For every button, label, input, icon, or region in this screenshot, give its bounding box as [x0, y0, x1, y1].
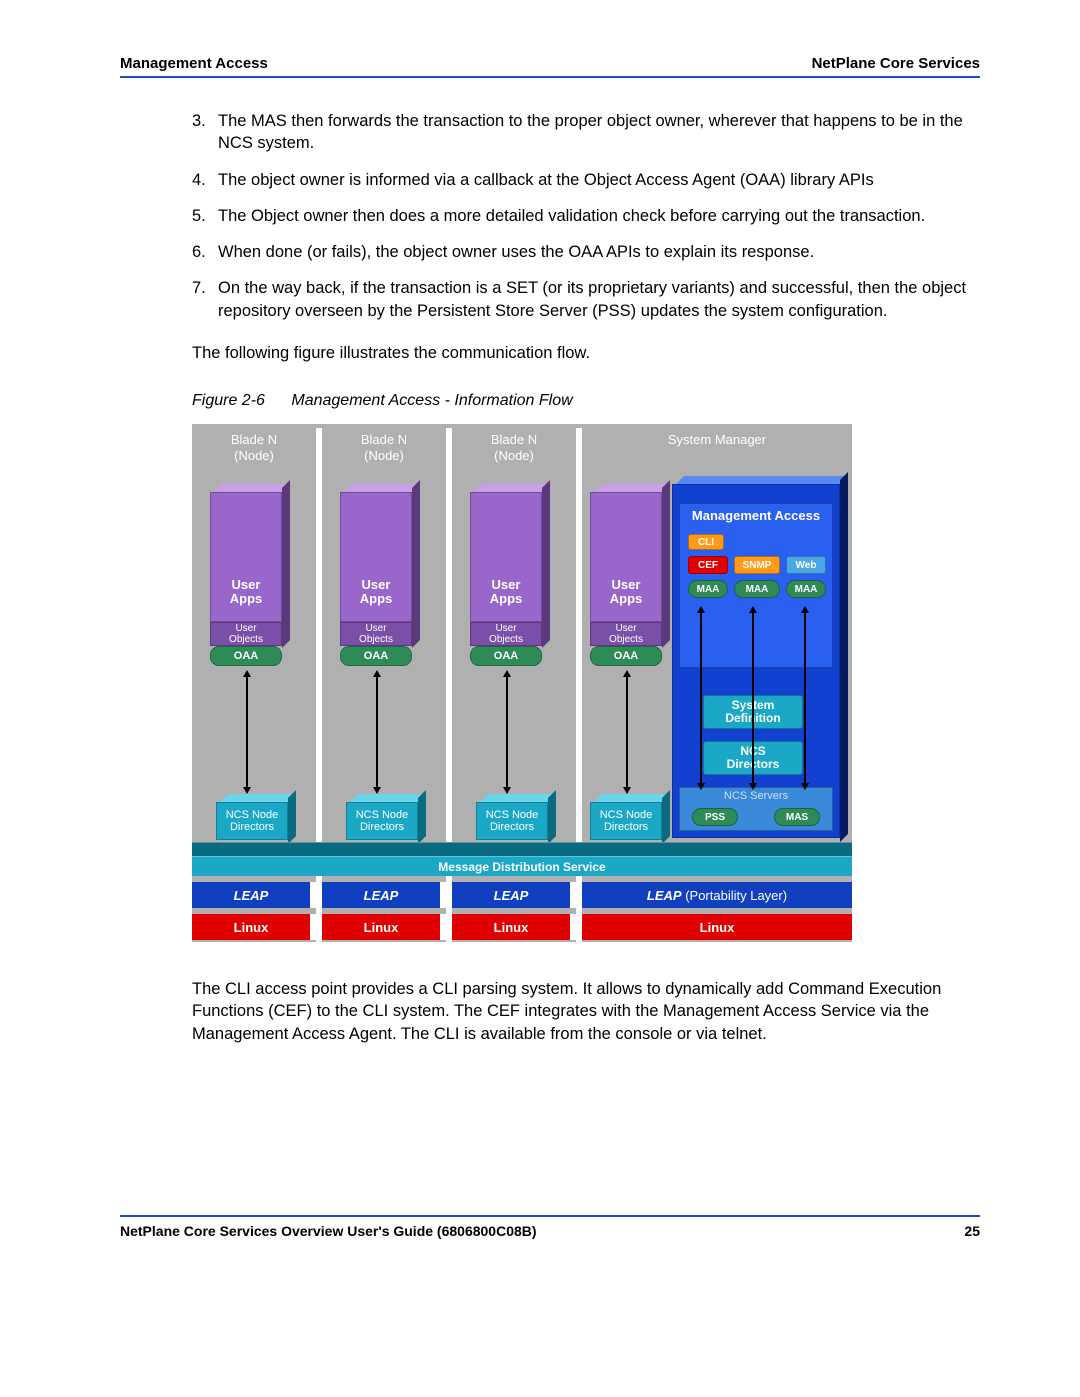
list-item: 7.On the way back, if the transaction is… — [192, 277, 980, 322]
footer-page-number: 25 — [964, 1223, 980, 1239]
user-apps-box: User Apps — [470, 484, 542, 622]
oaa-box: OAA — [210, 646, 282, 666]
ncs-node-directors-box: NCS Node Directors — [476, 794, 548, 840]
user-objects-box: User Objects — [210, 622, 282, 646]
header-right: NetPlane Core Services — [812, 55, 980, 72]
leap-segment: LEAP — [322, 882, 446, 908]
blade-title: Blade N (Node) — [452, 428, 576, 468]
vertical-arrow — [752, 608, 754, 788]
page-header: Management Access NetPlane Core Services — [120, 55, 980, 78]
linux-segment: Linux — [192, 914, 316, 940]
vertical-arrow — [804, 608, 806, 788]
linux-segment: Linux — [582, 914, 852, 940]
vertical-arrow — [506, 672, 508, 792]
snmp-box: SNMP — [734, 556, 780, 574]
blade-title: Blade N (Node) — [322, 428, 446, 468]
ncs-node-directors-box: NCS Node Directors — [346, 794, 418, 840]
oaa-box: OAA — [470, 646, 542, 666]
numbered-list: 3.The MAS then forwards the transaction … — [192, 110, 980, 322]
ncs-node-directors-box: NCS Node Directors — [216, 794, 288, 840]
vertical-arrow — [376, 672, 378, 792]
figure-caption: Figure 2-6 Management Access - Informati… — [192, 392, 980, 410]
list-item: 6.When done (or fails), the object owner… — [192, 241, 980, 263]
ncs-node-directors-box: NCS Node Directors — [590, 794, 662, 840]
list-item: 3.The MAS then forwards the transaction … — [192, 110, 980, 155]
linux-segment: Linux — [322, 914, 446, 940]
leap-segment: LEAP — [452, 882, 576, 908]
sysmgr-title: System Manager — [582, 428, 852, 468]
web-box: Web — [786, 556, 826, 574]
header-left: Management Access — [120, 55, 268, 72]
maa-box: MAA — [688, 580, 728, 598]
leap-segment: LEAP — [192, 882, 316, 908]
user-objects-box: User Objects — [340, 622, 412, 646]
mas-box: MAS — [774, 808, 820, 826]
list-item: 4.The object owner is informed via a cal… — [192, 169, 980, 191]
vertical-arrow — [246, 672, 248, 792]
architecture-diagram: Blade N (Node) Blade N (Node) Blade N (N… — [192, 424, 852, 942]
cef-box: CEF — [688, 556, 728, 574]
pss-box: PSS — [692, 808, 738, 826]
user-apps-box: User Apps — [590, 484, 662, 622]
mds-bar-top — [192, 842, 852, 856]
blade-title: Blade N (Node) — [192, 428, 316, 468]
closing-paragraph: The CLI access point provides a CLI pars… — [192, 978, 980, 1045]
linux-segment: Linux — [452, 914, 576, 940]
mds-bar: Message Distribution Service — [192, 856, 852, 876]
intro-paragraph: The following figure illustrates the com… — [192, 342, 980, 364]
cli-box: CLI — [688, 534, 724, 550]
oaa-box: OAA — [340, 646, 412, 666]
list-item: 5.The Object owner then does a more deta… — [192, 205, 980, 227]
user-apps-box: User Apps — [340, 484, 412, 622]
user-objects-box: User Objects — [590, 622, 662, 646]
mgmt-access-box: Management Access CLI CEF SNMP Web MAA M… — [679, 503, 833, 668]
maa-box: MAA — [734, 580, 780, 598]
footer-left: NetPlane Core Services Overview User's G… — [120, 1223, 537, 1239]
leap-portability-segment: LEAP (Portability Layer) — [582, 882, 852, 908]
user-objects-box: User Objects — [470, 622, 542, 646]
user-apps-box: User Apps — [210, 484, 282, 622]
maa-box: MAA — [786, 580, 826, 598]
page-footer: NetPlane Core Services Overview User's G… — [120, 1215, 980, 1239]
vertical-arrow — [626, 672, 628, 792]
oaa-box: OAA — [590, 646, 662, 666]
vertical-arrow — [700, 608, 702, 788]
